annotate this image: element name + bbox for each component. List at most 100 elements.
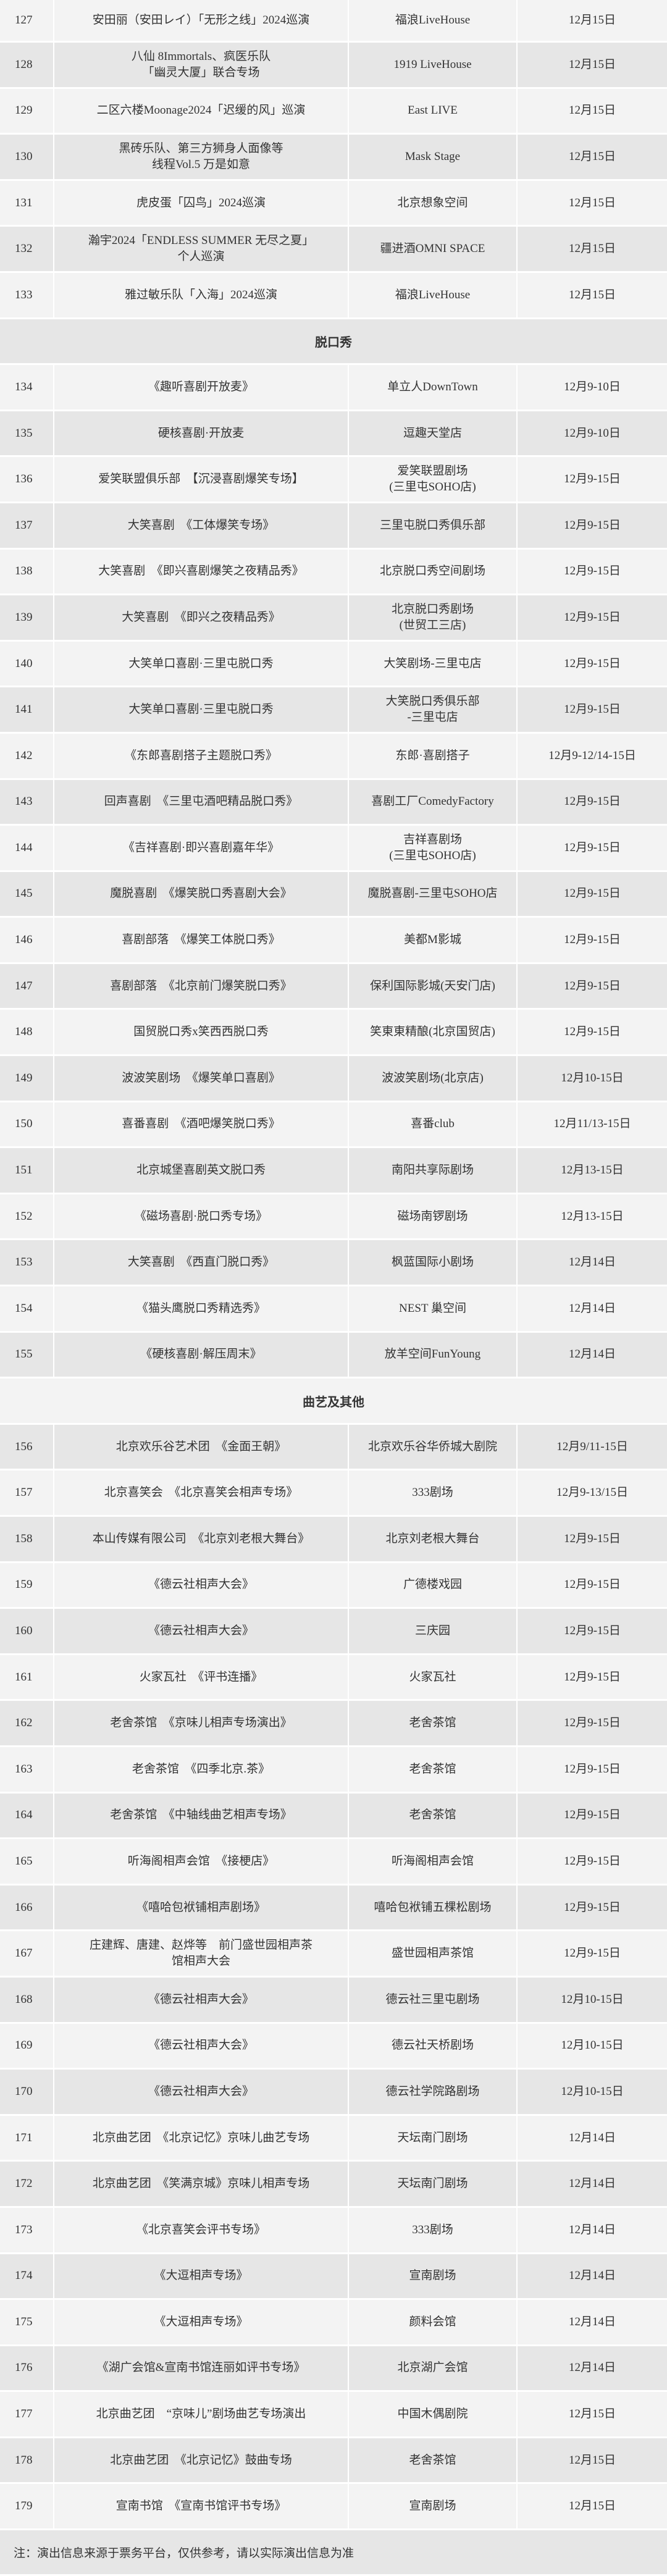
venue-cell: 德云社天桥剧场 — [349, 2023, 518, 2068]
date-cell: 12月9-15日 — [518, 1793, 667, 1838]
venue-cell: 中国木偶剧院 — [349, 2392, 518, 2436]
table-row: 179 宣南书馆 《宣南书馆评书专场》 宣南剧场 12月15日 — [0, 2484, 667, 2531]
date-cell: 12月14日 — [518, 2254, 667, 2299]
row-number-cell: 166 — [0, 1885, 54, 1930]
date-cell: 12月9-15日 — [518, 1010, 667, 1055]
table-row: 176 《湖广会馆&宣南书馆连丽如评书专场》 北京湖广会馆 12月14日 — [0, 2346, 667, 2393]
event-name-cell: 《嘻哈包袱铺相声剧场》 — [54, 1885, 349, 1930]
venue-cell: 天坛南门剧场 — [349, 2162, 518, 2206]
row-number-cell: 146 — [0, 918, 54, 962]
venue-cell: 爱笑联盟剧场 (三里屯SOHO店) — [349, 457, 518, 501]
event-name-cell: 爱笑联盟俱乐部 【沉浸喜剧爆笑专场】 — [54, 457, 349, 501]
table-row: 173 《北京喜笑会评书专场》 333剧场 12月14日 — [0, 2207, 667, 2254]
venue-cell: 疆进酒OMNI SPACE — [349, 227, 518, 271]
venue-cell: 火家瓦社 — [349, 1655, 518, 1700]
date-cell: 12月15日 — [518, 272, 667, 317]
row-number-cell: 152 — [0, 1194, 54, 1239]
table-row: 165 听海阁相声会馆 《接梗店》 听海阁相声会馆 12月9-15日 — [0, 1839, 667, 1886]
event-name-cell: 魔脱喜剧 《爆笑脱口秀喜剧大会》 — [54, 871, 349, 917]
row-number-cell: 167 — [0, 1931, 54, 1976]
section-header: 脱口秀 — [0, 319, 667, 366]
table-row: 172 北京曲艺团 《笑满京城》京味儿相声专场 天坛南门剧场 12月14日 — [0, 2162, 667, 2208]
venue-cell: 德云社三里屯剧场 — [349, 1977, 518, 2022]
event-name-cell: 雅过敏乐队「入海」2024巡演 — [54, 272, 349, 317]
row-number-cell: 138 — [0, 549, 54, 594]
table-row: 147 喜剧部落 《北京前门爆笑脱口秀》 保利国际影城(天安门店) 12月9-15日 — [0, 963, 667, 1010]
venue-cell: 魔脱喜剧-三里屯SOHO店 — [349, 871, 518, 917]
event-name-cell: 北京欢乐谷艺术团 《金面王朝》 — [54, 1424, 349, 1469]
row-number-cell: 134 — [0, 365, 54, 409]
venue-cell: 笑東東精酿(北京国贸店) — [349, 1010, 518, 1055]
table-row: 158 本山传媒有限公司 《北京刘老根大舞台》 北京刘老根大舞台 12月9-15日 — [0, 1517, 667, 1563]
event-name-cell: 《磁场喜剧·脱口秀专场》 — [54, 1194, 349, 1239]
date-cell: 12月14日 — [518, 1286, 667, 1331]
row-number-cell: 127 — [0, 0, 54, 41]
table-row: 155 《硬核喜剧·解压周末》 放羊空间FunYoung 12月14日 — [0, 1332, 667, 1379]
table-row: 138 大笑喜剧 《即兴喜剧爆笑之夜精品秀》 北京脱口秀空间剧场 12月9-15日 — [0, 549, 667, 596]
row-number-cell: 143 — [0, 779, 54, 824]
row-number-cell: 135 — [0, 411, 54, 456]
table-row: 178 北京曲艺团 《北京记忆》鼓曲专场 老舍茶馆 12月15日 — [0, 2438, 667, 2485]
date-cell: 12月10-15日 — [518, 2070, 667, 2114]
row-number-cell: 139 — [0, 595, 54, 640]
table-row: 142 《东郎喜剧搭子主题脱口秀》 东郎·喜剧搭子 12月9-12/14-15日 — [0, 733, 667, 780]
table-row: 166 《嘻哈包袱铺相声剧场》 嘻哈包袱铺五棵松剧场 12月9-15日 — [0, 1885, 667, 1932]
event-name-cell: 黑砖乐队、第三方狮身人面像等 线程Vol.5 万是如意 — [54, 135, 349, 179]
table-row: 132 瀚宇2024「ENDLESS SUMMER 无尽之夏」 个人巡演 疆进酒OM… — [0, 227, 667, 273]
event-name-cell: 《北京喜笑会评书专场》 — [54, 2207, 349, 2252]
date-cell: 12月9-15日 — [518, 963, 667, 1009]
row-number-cell: 162 — [0, 1701, 54, 1745]
event-name-cell: 虎皮蛋「囚鸟」2024巡演 — [54, 180, 349, 225]
row-number-cell: 172 — [0, 2162, 54, 2206]
row-number-cell: 169 — [0, 2023, 54, 2068]
event-name-cell: 国贸脱口秀x笑西西脱口秀 — [54, 1010, 349, 1055]
row-number-cell: 168 — [0, 1977, 54, 2022]
event-name-cell: 《德云社相声大会》 — [54, 2070, 349, 2114]
venue-cell: 天坛南门剧场 — [349, 2115, 518, 2160]
date-cell: 12月15日 — [518, 2438, 667, 2483]
row-number-cell: 144 — [0, 826, 54, 870]
venue-cell: 喜番club — [349, 1102, 518, 1147]
date-cell: 12月9-15日 — [518, 1563, 667, 1608]
table-row: 146 喜剧部落 《爆笑工体脱口秀》 美都M影城 12月9-15日 — [0, 918, 667, 964]
event-name-cell: 北京喜笑会 《北京喜笑会相声专场》 — [54, 1471, 349, 1515]
row-number-cell: 161 — [0, 1655, 54, 1700]
venue-cell: 宣南剧场 — [349, 2254, 518, 2299]
event-name-cell: 《东郎喜剧搭子主题脱口秀》 — [54, 733, 349, 778]
event-name-cell: 喜剧部落 《爆笑工体脱口秀》 — [54, 918, 349, 962]
row-number-cell: 179 — [0, 2484, 54, 2529]
venue-cell: 北京湖广会馆 — [349, 2346, 518, 2391]
row-number-cell: 130 — [0, 135, 54, 179]
date-cell: 12月11/13-15日 — [518, 1102, 667, 1147]
table-row: 171 北京曲艺团 《北京记忆》京味儿曲艺专场 天坛南门剧场 12月14日 — [0, 2115, 667, 2162]
row-number-cell: 132 — [0, 227, 54, 271]
event-name-cell: 大笑喜剧 《即兴喜剧爆笑之夜精品秀》 — [54, 549, 349, 594]
venue-cell: 大笑剧场-三里屯店 — [349, 641, 518, 686]
venue-cell: 三里屯脱口秀俱乐部 — [349, 503, 518, 548]
row-number-cell: 159 — [0, 1563, 54, 1608]
date-cell: 12月15日 — [518, 2392, 667, 2436]
venue-cell: 北京脱口秀剧场 (世贸工三店) — [349, 595, 518, 640]
date-cell: 12月9-15日 — [518, 826, 667, 870]
table-row: 153 大笑喜剧 《西直门脱口秀》 枫蓝国际小剧场 12月14日 — [0, 1240, 667, 1287]
table-row: 141 大笑单口喜剧·三里屯脱口秀 大笑脱口秀俱乐部 -三里屯店 12月9-15日 — [0, 687, 667, 734]
date-cell: 12月9-15日 — [518, 1747, 667, 1792]
event-name-cell: 《德云社相声大会》 — [54, 1977, 349, 2022]
row-number-cell: 160 — [0, 1609, 54, 1653]
date-cell: 12月9-15日 — [518, 641, 667, 686]
event-name-cell: 北京城堡喜剧英文脱口秀 — [54, 1148, 349, 1193]
venue-cell: 吉祥喜剧场 (三里屯SOHO店) — [349, 826, 518, 870]
date-cell: 12月15日 — [518, 135, 667, 179]
event-name-cell: 回声喜剧 《三里屯酒吧精品脱口秀》 — [54, 779, 349, 824]
venue-cell: 逗趣天堂店 — [349, 411, 518, 456]
table-row: 148 国贸脱口秀x笑西西脱口秀 笑東東精酿(北京国贸店) 12月9-15日 — [0, 1010, 667, 1057]
table-row: 167 庄建辉、唐建、赵烨等 前门盛世园相声茶 馆相声大会 盛世园相声茶馆 12月9-… — [0, 1931, 667, 1978]
venue-cell: 福浪LiveHouse — [349, 272, 518, 317]
date-cell: 12月13-15日 — [518, 1148, 667, 1193]
event-name-cell: 《硬核喜剧·解压周末》 — [54, 1332, 349, 1377]
row-number-cell: 165 — [0, 1839, 54, 1884]
event-name-cell: 安田丽（安田レイ）「无形之线」2024巡演 — [54, 0, 349, 41]
event-name-cell: 喜剧部落 《北京前门爆笑脱口秀》 — [54, 963, 349, 1009]
row-number-cell: 154 — [0, 1286, 54, 1331]
venue-cell: 单立人DownTown — [349, 365, 518, 409]
